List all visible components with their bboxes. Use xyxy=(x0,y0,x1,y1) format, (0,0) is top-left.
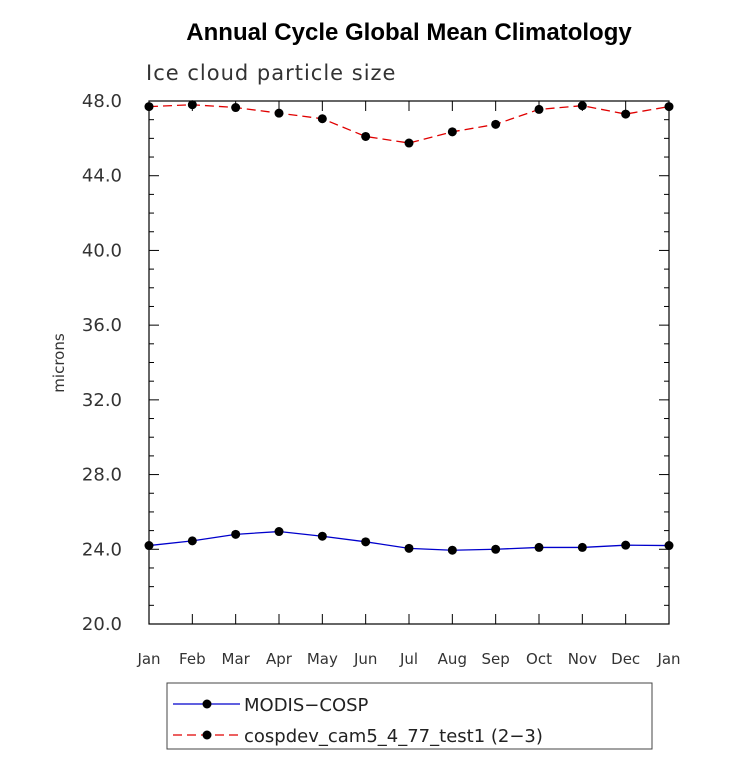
data-point xyxy=(404,543,414,553)
y-tick-label: 48.0 xyxy=(82,91,122,112)
y-tick-label: 44.0 xyxy=(82,166,122,187)
data-point xyxy=(664,102,674,112)
series-layer xyxy=(144,100,674,555)
data-point xyxy=(577,542,587,552)
data-point xyxy=(274,108,284,118)
data-point xyxy=(447,127,457,137)
data-point xyxy=(361,131,371,141)
x-tick-label: Aug xyxy=(438,650,467,668)
series-1 xyxy=(144,527,674,555)
data-point xyxy=(317,531,327,541)
data-point xyxy=(187,536,197,546)
y-tick-label: 20.0 xyxy=(82,614,122,635)
data-point xyxy=(231,529,241,539)
data-point xyxy=(187,100,197,110)
data-point xyxy=(664,541,674,551)
y-tick-label: 28.0 xyxy=(82,465,122,486)
data-point xyxy=(534,104,544,114)
data-point xyxy=(231,103,241,113)
x-tick-label: Jul xyxy=(399,650,418,668)
y-tick-label: 32.0 xyxy=(82,390,122,411)
data-point xyxy=(361,537,371,547)
x-tick-labels: Jan Feb Mar Apr May Jun Jul Aug Sep Oct Nov Dec Jan xyxy=(136,650,680,668)
legend-item: cospdev_cam5_4_77_test1 (2−3) xyxy=(173,726,543,747)
data-point xyxy=(621,109,631,119)
legend-item: MODIS−COSP xyxy=(173,695,369,716)
x-tick-label: May xyxy=(307,650,338,668)
y-tick-label: 40.0 xyxy=(82,240,122,261)
data-point xyxy=(317,114,327,124)
y-tick-label: 24.0 xyxy=(82,539,122,560)
data-point xyxy=(491,119,501,129)
legend: MODIS−COSP cospdev_cam5_4_77_test1 (2−3) xyxy=(166,682,653,750)
data-point xyxy=(274,527,284,537)
legend-box xyxy=(166,682,653,750)
y-axis-label: microns xyxy=(50,333,68,393)
legend-marker xyxy=(202,699,212,709)
x-tick-label: Jan xyxy=(136,650,160,668)
data-point xyxy=(404,138,414,148)
chart-title: Annual Cycle Global Mean Climatology xyxy=(186,19,632,46)
x-tick-label: Apr xyxy=(266,650,293,668)
x-tick-label: Jun xyxy=(353,650,377,668)
data-point xyxy=(491,544,501,554)
x-tick-label: Feb xyxy=(179,650,206,668)
legend-label: MODIS−COSP xyxy=(244,695,369,716)
data-point xyxy=(447,545,457,555)
y-tick-labels: 20.0 24.0 28.0 32.0 36.0 40.0 44.0 48.0 xyxy=(82,91,122,635)
y-tick-label: 36.0 xyxy=(82,315,122,336)
data-point xyxy=(621,540,631,550)
series-2 xyxy=(144,100,674,148)
data-point xyxy=(577,101,587,111)
data-point xyxy=(144,102,154,112)
legend-label: cospdev_cam5_4_77_test1 (2−3) xyxy=(244,726,543,747)
chart-subtitle: Ice cloud particle size xyxy=(146,61,396,85)
x-tick-label: Jan xyxy=(656,650,680,668)
x-tick-label: Dec xyxy=(611,650,640,668)
data-point xyxy=(534,542,544,552)
legend-marker xyxy=(202,730,212,740)
x-tick-label: Sep xyxy=(482,650,510,668)
x-tick-label: Mar xyxy=(222,650,251,668)
data-point xyxy=(144,541,154,551)
x-tick-label: Nov xyxy=(568,650,597,668)
x-tick-label: Oct xyxy=(526,650,552,668)
axis-ticks xyxy=(148,100,670,625)
